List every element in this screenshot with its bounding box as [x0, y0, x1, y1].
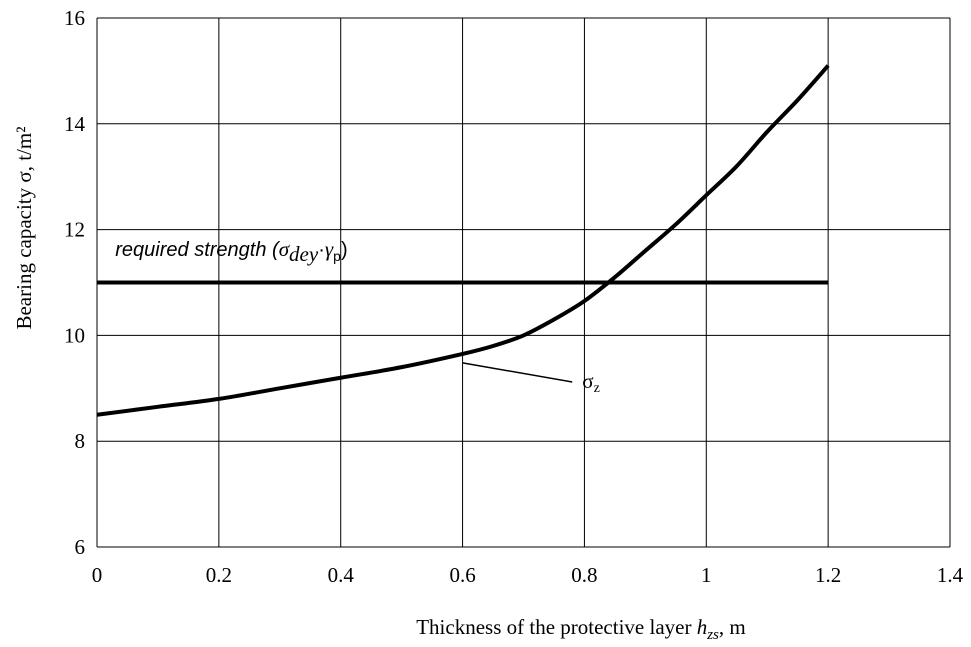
x-tick-label: 1.4: [937, 563, 964, 587]
y-tick-label: 14: [64, 112, 86, 136]
y-tick-label: 8: [75, 429, 86, 453]
required-dot: ·: [318, 239, 325, 261]
required-strength-label: required strength (σdey·γp): [115, 237, 347, 266]
x-tick-label: 0.2: [206, 563, 232, 587]
x-tick-label: 0: [92, 563, 103, 587]
required-sigma: σ: [279, 237, 291, 261]
x-axis-label-suffix: , m: [719, 615, 746, 639]
y-tick-label: 6: [75, 535, 86, 559]
y-axis-tick-labels: 6 8 10 12 14 16: [64, 6, 86, 559]
sigma-z-leader-line: [462, 362, 573, 383]
data-series: [96, 64, 830, 417]
sigma-z-curve: [96, 64, 830, 417]
y-tick-label: 12: [64, 218, 85, 242]
x-axis-label-variable: h: [697, 615, 708, 639]
x-tick-label: 1.2: [815, 563, 841, 587]
x-axis-label: Thickness of the protective layer hzs, m: [416, 615, 746, 643]
required-close-paren: ): [341, 239, 348, 261]
required-strength-text: required strength (: [115, 239, 281, 261]
required-gamma: γ: [325, 237, 334, 261]
required-gamma-subscript: p: [333, 248, 341, 264]
required-sigma-subscript: dey: [289, 242, 319, 266]
x-tick-label: 1: [701, 563, 712, 587]
sigma-z-label-subscript: z: [594, 381, 600, 396]
y-tick-label: 16: [64, 6, 85, 30]
y-axis-label: Bearing capacity σ, t/m²: [12, 126, 36, 329]
y-tick-label: 10: [64, 323, 85, 347]
sigma-z-label: σz: [582, 369, 600, 396]
x-axis-label-subscript: zs: [706, 627, 719, 643]
x-tick-label: 0.4: [328, 563, 355, 587]
x-axis-label-prefix: Thickness of the protective layer: [416, 615, 696, 639]
sigma-z-label-main: σ: [582, 369, 593, 393]
x-tick-label: 0.6: [449, 563, 475, 587]
x-axis-tick-labels: 0 0.2 0.4 0.6 0.8 1 1.2 1.4: [92, 563, 964, 587]
x-tick-label: 0.8: [571, 563, 597, 587]
